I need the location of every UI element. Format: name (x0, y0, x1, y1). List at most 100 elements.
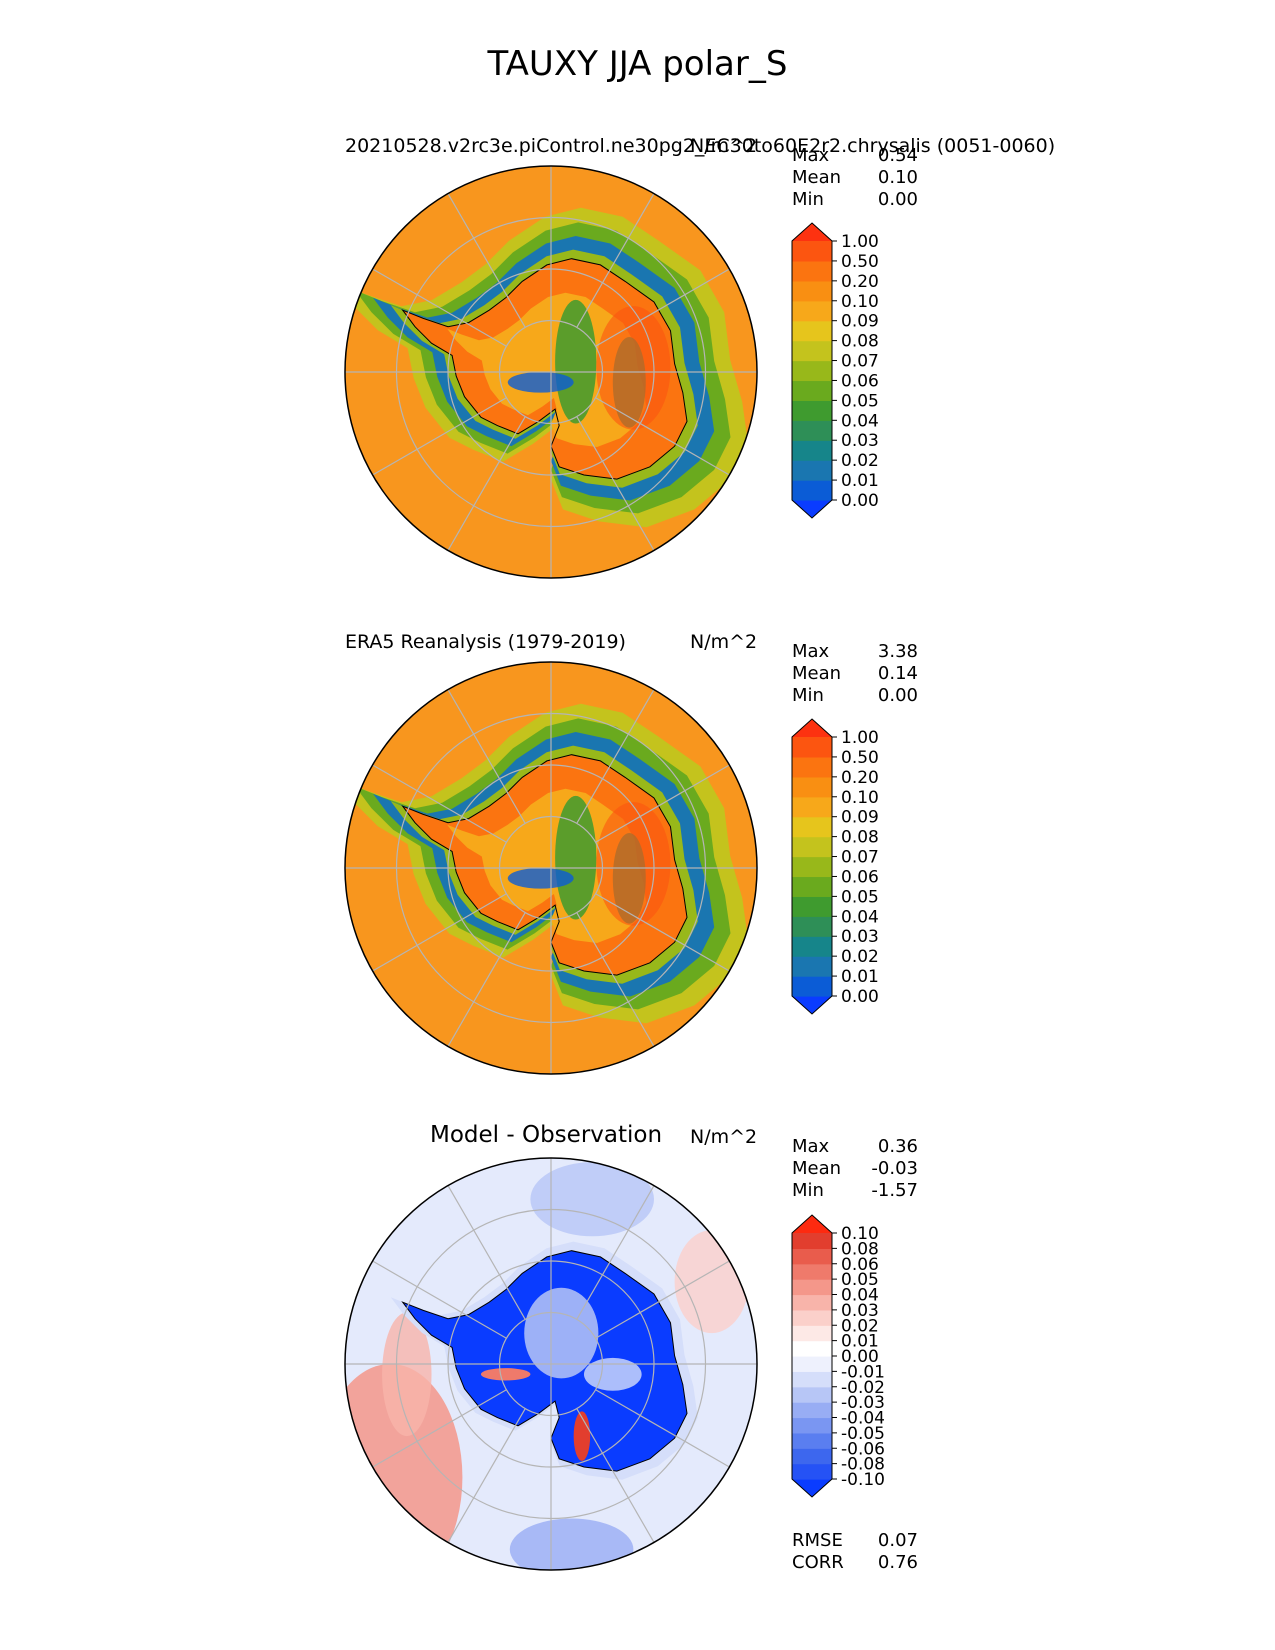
coastline (401, 754, 688, 976)
colorbar-tick-label: -0.08 (841, 1455, 885, 1475)
colorbar-tick-label: -0.05 (841, 1424, 885, 1444)
colorbar-swatch (792, 1248, 832, 1265)
coastline (401, 1250, 688, 1472)
colorbar-swatch (792, 1371, 832, 1388)
panel2-title: ERA5 Reanalysis (1979-2019) (345, 631, 626, 653)
meridian-line (447, 912, 526, 1047)
meridian-line (372, 397, 507, 476)
graticule (345, 166, 757, 578)
panel1-units: N/m^2 (690, 135, 758, 157)
interior-blue (507, 868, 574, 889)
colorbar-tick-label: 0.00 (841, 987, 879, 1007)
meridian-line (595, 893, 730, 972)
colorbar-extend-min (792, 1479, 832, 1497)
interior-light (524, 1287, 599, 1379)
meridian-line (372, 764, 507, 843)
map-panel-3 (345, 1158, 757, 1570)
colorbar-tick-label: 1.00 (841, 728, 879, 748)
meridian-line (447, 193, 526, 328)
colorbar-swatch (792, 300, 832, 322)
colorbar-tick-label: 0.07 (841, 848, 879, 868)
panel2-units: N/m^2 (690, 631, 758, 653)
colorbar-swatch (792, 976, 832, 997)
panel3-title: Model - Observation (430, 1122, 663, 1148)
map-panel-1 (345, 166, 757, 578)
colorbar-swatch (792, 896, 832, 917)
colorbar-2: 1.000.500.200.100.090.080.070.060.050.04… (791, 718, 879, 1015)
panel2-stats: Max 3.38 Mean 0.14 Min 0.00 (792, 641, 918, 707)
colorbar-swatch (792, 1309, 832, 1326)
interior-orange (447, 788, 647, 943)
colorbar-swatch (792, 360, 832, 382)
east-antarctica (596, 306, 671, 430)
colorbar-3: 0.100.080.060.050.040.030.020.010.00-0.0… (791, 1214, 885, 1498)
colorbar-tick-label: 0.00 (841, 491, 879, 511)
colorbar-extend-min (792, 996, 832, 1014)
colorbar-tick-label: 0.06 (841, 867, 879, 887)
colorbar-swatch (792, 856, 832, 878)
map-panel-2 (345, 662, 757, 1074)
colorbar-swatch (792, 1402, 832, 1419)
panel1-title: 20210528.v2rc3e.piControl.ne30pg2_EC30to… (345, 135, 1056, 157)
meridian-line (595, 764, 730, 843)
colorbar-tick-label: -0.10 (841, 1470, 885, 1490)
colorbar-swatch (792, 916, 832, 937)
graticule (345, 1158, 757, 1570)
meridian-line (372, 268, 507, 347)
meridian-line (576, 1408, 655, 1543)
meridian-line (595, 1260, 730, 1339)
colorbar-tick-label: 0.04 (841, 1286, 879, 1306)
meridian-line (576, 689, 655, 824)
stat-max: Max 0.54 (792, 145, 918, 166)
colorbar-swatch (792, 956, 832, 977)
colorbar-tick-label: 0.08 (841, 332, 879, 352)
colorbar-swatch (792, 1432, 832, 1449)
figure-title: TAUXY JJA polar_S (487, 44, 788, 84)
stat-min: Min 0.00 (792, 189, 918, 210)
meridian-line (447, 1408, 526, 1543)
interior-light-2 (583, 1357, 642, 1391)
colorbar-swatch (792, 460, 832, 481)
colorbar-tick-label: 0.02 (841, 947, 879, 967)
colorbar-swatch (792, 1448, 832, 1465)
stat-min: Min 0.00 (792, 685, 918, 706)
colorbar-swatch (792, 280, 832, 302)
colorbar-swatch (792, 1233, 832, 1249)
colorbar-tick-label: -0.01 (841, 1362, 885, 1382)
map-border-3 (344, 1157, 758, 1571)
colorbar-tick-label: 0.06 (841, 1255, 879, 1275)
meridian-line (447, 1185, 526, 1320)
colorbar-tick-label: -0.02 (841, 1378, 885, 1398)
interior-blue (507, 372, 574, 393)
stat-min: Min -1.57 (792, 1180, 918, 1201)
colorbar-tick-label: 0.08 (841, 1239, 879, 1259)
colorbar-swatch (792, 816, 832, 838)
positive-streak-2 (480, 1368, 531, 1381)
colorbar-swatch (792, 420, 832, 441)
stat-mean: Mean 0.10 (792, 167, 918, 188)
colorbar-tick-label: 0.20 (841, 768, 879, 788)
colorbar-swatch (792, 936, 832, 957)
meridian-line (595, 397, 730, 476)
colorbar-swatch (792, 876, 832, 897)
colorbar-swatch (792, 1263, 832, 1280)
colorbar-tick-label: 0.05 (841, 1270, 879, 1290)
positive-sector-3 (674, 1230, 749, 1334)
colorbar-swatch (792, 737, 832, 758)
map-border-1 (344, 165, 758, 579)
stat-mean: Mean -0.03 (792, 1158, 918, 1179)
colorbar-swatch (792, 1340, 832, 1357)
colorbar-extend-min (792, 500, 832, 518)
map-border-2 (344, 661, 758, 1075)
colorbar-1: 1.000.500.200.100.090.080.070.060.050.04… (791, 222, 879, 519)
colorbar-swatch (792, 380, 832, 401)
colorbar-tick-label: 0.07 (841, 352, 879, 372)
meridian-line (595, 268, 730, 347)
positive-sector-2 (382, 1312, 432, 1437)
colorbar-swatch (792, 1417, 832, 1434)
stat-max: Max 3.38 (792, 641, 918, 662)
colorbar-swatch (792, 260, 832, 282)
meridian-line (576, 912, 655, 1047)
colorbar-tick-label: 0.03 (841, 431, 879, 451)
